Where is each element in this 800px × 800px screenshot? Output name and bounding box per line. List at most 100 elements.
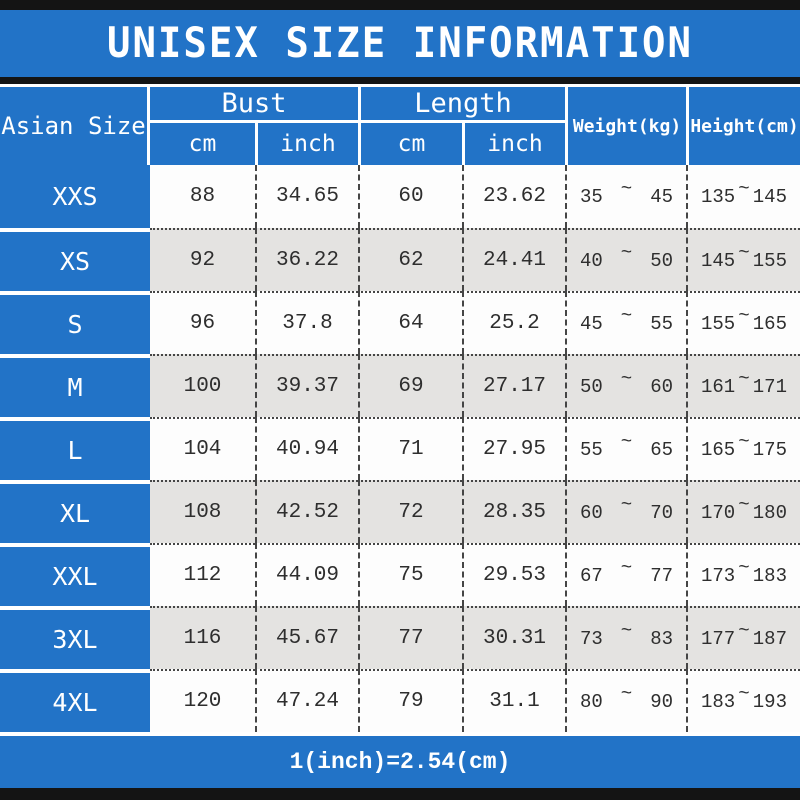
size-label: XS xyxy=(0,228,150,291)
tilde-icon: ~ xyxy=(738,493,750,516)
height-max-value: 145 xyxy=(752,185,787,208)
header-weight: Weight(kg) xyxy=(565,87,686,165)
header-length: Length xyxy=(358,87,565,123)
height-max-value: 187 xyxy=(752,627,787,650)
length-inch-value: 30.31 xyxy=(462,606,565,669)
weight-min-value: 73 xyxy=(580,627,603,650)
tilde-icon: ~ xyxy=(620,682,633,705)
bust-cm-value: 92 xyxy=(150,228,255,291)
length-cm-value: 60 xyxy=(358,165,462,228)
length-cm-value: 72 xyxy=(358,480,462,543)
height-min-value: 161 xyxy=(701,375,736,398)
length-inch-value: 27.95 xyxy=(462,417,565,480)
bust-cm-value: 104 xyxy=(150,417,255,480)
length-cm-value: 71 xyxy=(358,417,462,480)
header-bust-inch: inch xyxy=(255,123,358,165)
header-height: Height(cm) xyxy=(686,87,800,165)
height-min-value: 165 xyxy=(701,438,736,461)
tilde-icon: ~ xyxy=(738,304,750,327)
weight-max-value: 77 xyxy=(650,564,673,587)
weight-min-value: 45 xyxy=(580,312,603,335)
table-row: 4XL 120 47.24 79 31.1 80 ~ 90 183 ~ 193 xyxy=(0,669,800,732)
size-label: XXS xyxy=(0,165,150,228)
bust-inch-value: 40.94 xyxy=(255,417,358,480)
length-inch-value: 25.2 xyxy=(462,291,565,354)
height-range: 165 ~ 175 xyxy=(686,417,800,480)
height-max-value: 183 xyxy=(752,564,787,587)
height-min-value: 173 xyxy=(701,564,736,587)
weight-max-value: 50 xyxy=(650,249,673,272)
table-row: S 96 37.8 64 25.2 45 ~ 55 155 ~ 165 xyxy=(0,291,800,354)
bust-inch-value: 42.52 xyxy=(255,480,358,543)
bust-inch-value: 39.37 xyxy=(255,354,358,417)
weight-min-value: 35 xyxy=(580,185,603,208)
length-inch-value: 23.62 xyxy=(462,165,565,228)
bust-inch-value: 44.09 xyxy=(255,543,358,606)
bottom-black-bar xyxy=(0,788,800,800)
height-max-value: 180 xyxy=(752,501,787,524)
tilde-icon: ~ xyxy=(738,241,750,264)
height-max-value: 165 xyxy=(752,312,787,335)
length-inch-value: 28.35 xyxy=(462,480,565,543)
height-min-value: 177 xyxy=(701,627,736,650)
weight-range: 60 ~ 70 xyxy=(565,480,686,543)
header-length-inch: inch xyxy=(462,123,565,165)
height-max-value: 155 xyxy=(752,249,787,272)
header-length-cm: cm xyxy=(358,123,462,165)
bust-cm-value: 120 xyxy=(150,669,255,732)
weight-max-value: 55 xyxy=(650,312,673,335)
weight-max-value: 45 xyxy=(650,185,673,208)
page-title: UNISEX SIZE INFORMATION xyxy=(106,19,694,68)
height-range: 170 ~ 180 xyxy=(686,480,800,543)
height-min-value: 145 xyxy=(701,249,736,272)
table-row: XXL 112 44.09 75 29.53 67 ~ 77 173 ~ 183 xyxy=(0,543,800,606)
footer-band: 1(inch)=2.54(cm) xyxy=(0,736,800,788)
height-range: 135 ~ 145 xyxy=(686,165,800,228)
conversion-note: 1(inch)=2.54(cm) xyxy=(289,749,511,775)
weight-range: 45 ~ 55 xyxy=(565,291,686,354)
height-min-value: 135 xyxy=(701,185,736,208)
size-label: 4XL xyxy=(0,669,150,732)
bust-cm-value: 108 xyxy=(150,480,255,543)
bust-inch-value: 47.24 xyxy=(255,669,358,732)
weight-range: 80 ~ 90 xyxy=(565,669,686,732)
tilde-icon: ~ xyxy=(620,493,633,516)
table-row: XXS 88 34.65 60 23.62 35 ~ 45 135 ~ 145 xyxy=(0,165,800,228)
weight-range: 67 ~ 77 xyxy=(565,543,686,606)
bust-inch-value: 45.67 xyxy=(255,606,358,669)
table-row: M 100 39.37 69 27.17 50 ~ 60 161 ~ 171 xyxy=(0,354,800,417)
bust-cm-value: 88 xyxy=(150,165,255,228)
top-black-bar xyxy=(0,0,800,10)
height-min-value: 183 xyxy=(701,690,736,713)
weight-min-value: 50 xyxy=(580,375,603,398)
bust-inch-value: 36.22 xyxy=(255,228,358,291)
weight-min-value: 40 xyxy=(580,249,603,272)
length-cm-value: 69 xyxy=(358,354,462,417)
weight-max-value: 90 xyxy=(650,690,673,713)
size-label: S xyxy=(0,291,150,354)
weight-range: 50 ~ 60 xyxy=(565,354,686,417)
tilde-icon: ~ xyxy=(620,430,633,453)
length-inch-value: 27.17 xyxy=(462,354,565,417)
length-inch-value: 29.53 xyxy=(462,543,565,606)
length-cm-value: 64 xyxy=(358,291,462,354)
weight-max-value: 83 xyxy=(650,627,673,650)
length-cm-value: 79 xyxy=(358,669,462,732)
tilde-icon: ~ xyxy=(738,430,750,453)
bust-inch-value: 34.65 xyxy=(255,165,358,228)
height-max-value: 193 xyxy=(752,690,787,713)
height-range: 145 ~ 155 xyxy=(686,228,800,291)
table-row: 3XL 116 45.67 77 30.31 73 ~ 83 177 ~ 187 xyxy=(0,606,800,669)
height-min-value: 155 xyxy=(701,312,736,335)
tilde-icon: ~ xyxy=(620,177,633,200)
length-cm-value: 62 xyxy=(358,228,462,291)
footer-top-line xyxy=(0,732,800,736)
weight-max-value: 60 xyxy=(650,375,673,398)
bust-cm-value: 116 xyxy=(150,606,255,669)
size-label: M xyxy=(0,354,150,417)
tilde-icon: ~ xyxy=(620,241,633,264)
size-label: XL xyxy=(0,480,150,543)
tilde-icon: ~ xyxy=(738,177,750,200)
tilde-icon: ~ xyxy=(620,556,633,579)
